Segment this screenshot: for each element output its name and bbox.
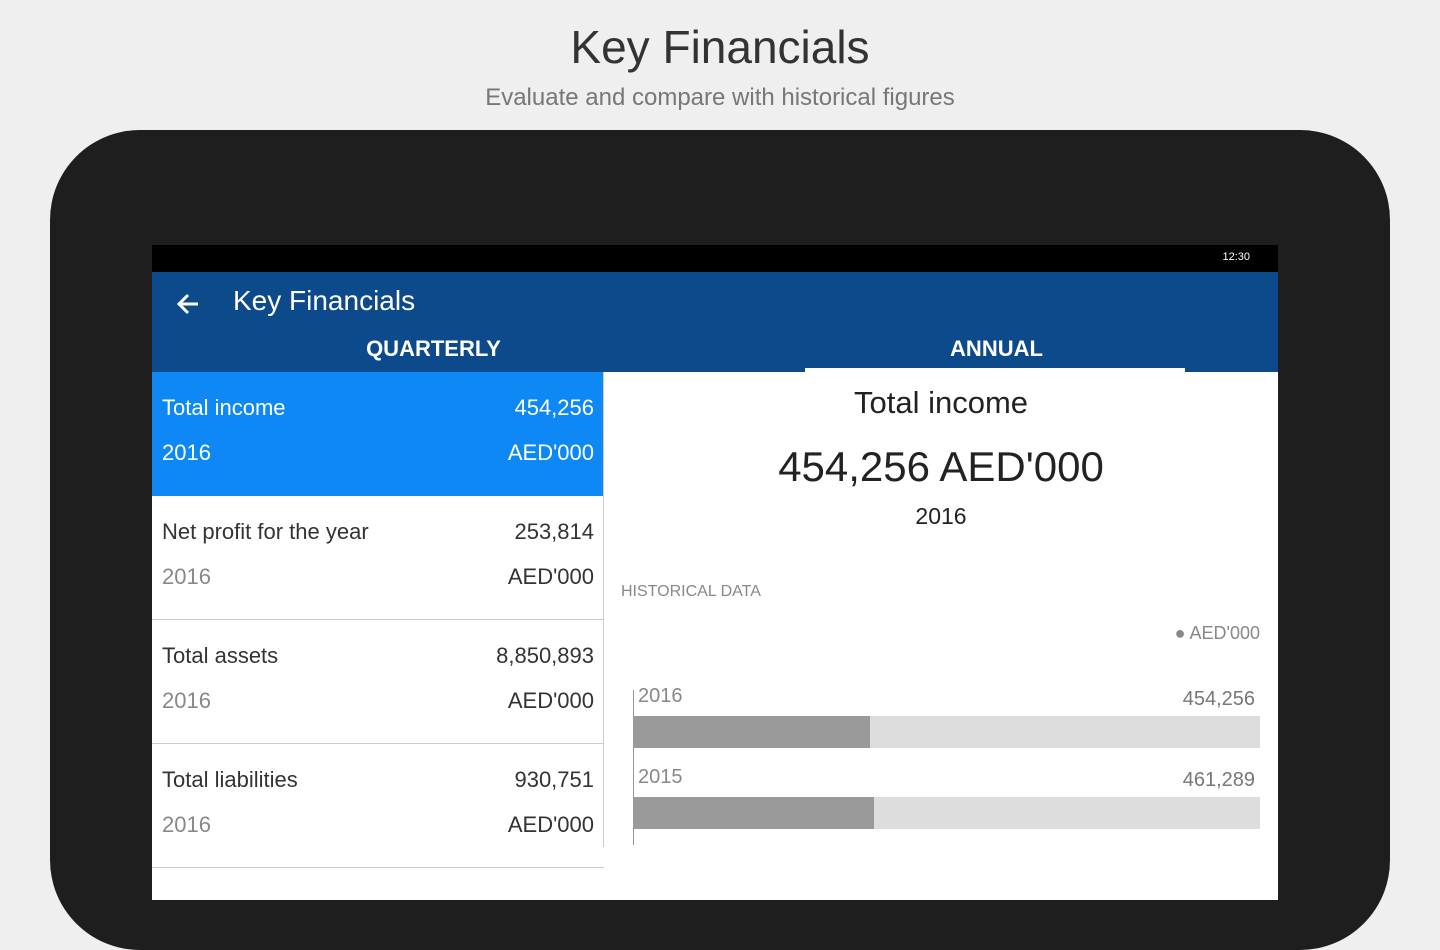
item-label: Total liabilities [162, 767, 298, 792]
item-value: 253,814 [514, 519, 594, 544]
item-value: 454,256 [514, 395, 594, 420]
item-year: 2016 [162, 812, 211, 837]
screen: 12:30 Key Financials QUARTERLY ANNUAL To… [152, 245, 1278, 900]
bar [634, 716, 870, 748]
item-value: 930,751 [514, 767, 594, 792]
bar-value-label: 454,256 [1182, 688, 1255, 710]
list-item[interactable]: Total liabilities 930,751 2016 AED'000 [152, 744, 604, 868]
bar [634, 797, 874, 829]
divider [603, 372, 604, 847]
item-unit: AED'000 [507, 812, 594, 837]
item-year: 2016 [162, 688, 211, 713]
detail-title: Total income [853, 385, 1029, 420]
page-subtitle: Evaluate and compare with historical fig… [485, 84, 955, 111]
axis-line [633, 690, 634, 845]
item-value: 8,850,893 [496, 643, 594, 668]
bar-year: 2015 [638, 766, 683, 788]
item-year: 2016 [162, 440, 211, 465]
legend-label: AED'000 [1189, 623, 1260, 643]
bar-value-label: 461,289 [1182, 769, 1255, 791]
list-item[interactable]: Total assets 8,850,893 2016 AED'000 [152, 620, 604, 744]
item-label: Total assets [162, 643, 279, 668]
status-bar: 12:30 [152, 245, 1278, 272]
list-item[interactable]: Net profit for the year 253,814 2016 AED'00… [152, 496, 604, 620]
section-title: HISTORICAL DATA [621, 583, 761, 600]
item-label: Net profit for the year [162, 519, 369, 544]
item-unit: AED'000 [507, 440, 594, 465]
bar-year: 2016 [638, 685, 683, 707]
legend: ● AED'000 [1174, 623, 1260, 643]
tab[interactable]: QUARTERLY [366, 336, 501, 361]
list-item[interactable]: Total income 454,256 2016 AED'000 [152, 372, 604, 496]
page-title: Key Financials [570, 21, 870, 73]
tab[interactable]: ANNUAL [950, 336, 1043, 361]
item-unit: AED'000 [507, 688, 594, 713]
status-time: 12:30 [1222, 251, 1250, 263]
page: Key Financials Evaluate and compare with… [50, 21, 1390, 950]
detail-year: 2016 [915, 503, 967, 529]
app-title: Key Financials [233, 285, 416, 316]
detail-value: 454,256 AED'000 [778, 443, 1104, 490]
item-year: 2016 [162, 564, 211, 589]
item-unit: AED'000 [507, 564, 594, 589]
tab-indicator [805, 368, 1185, 372]
back-button[interactable] [174, 290, 202, 318]
app-bar: Key Financials QUARTERLY ANNUAL [152, 272, 1278, 372]
item-label: Total income [162, 395, 286, 420]
